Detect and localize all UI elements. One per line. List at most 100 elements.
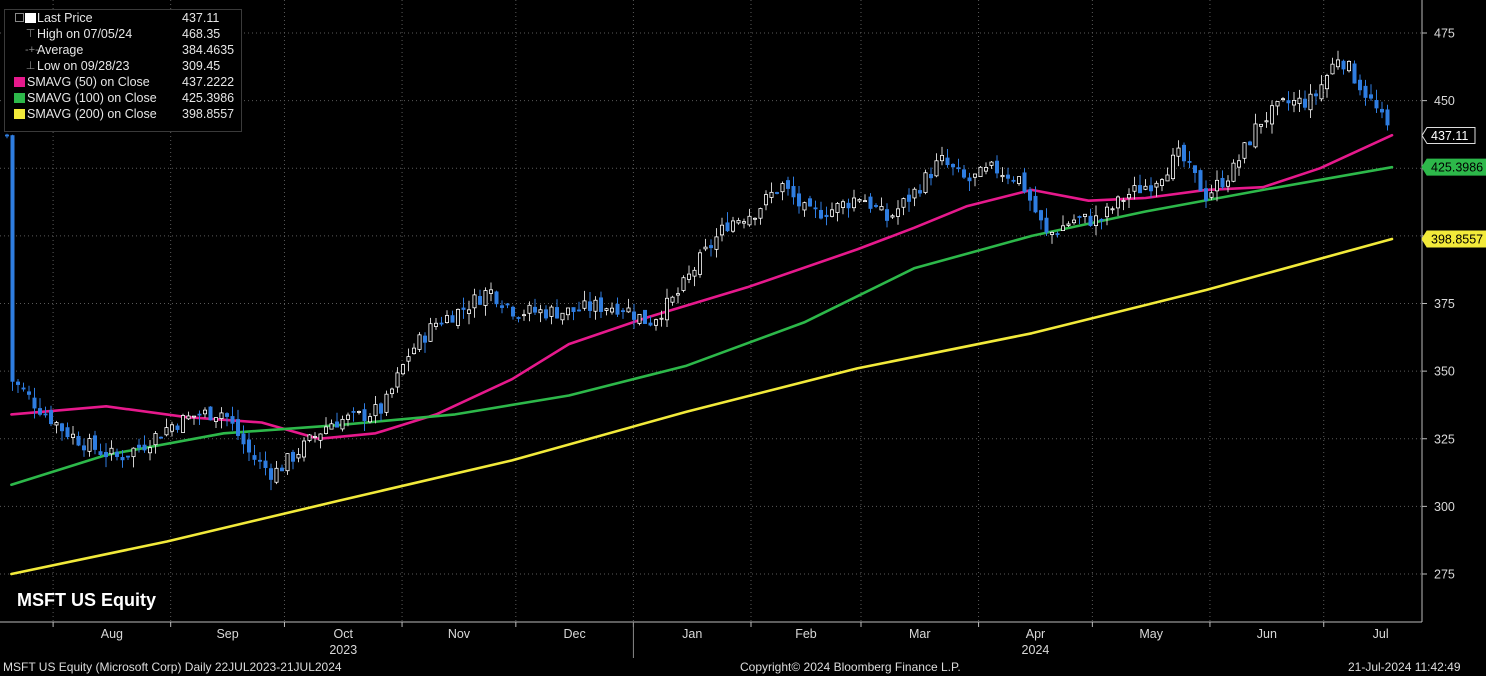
candle-body xyxy=(846,202,851,209)
candle-body xyxy=(549,306,554,317)
candle-body xyxy=(10,135,15,382)
candle-body xyxy=(577,309,582,312)
candle-body xyxy=(676,293,681,296)
candle-body xyxy=(312,436,317,438)
candle-body xyxy=(709,245,714,249)
candle-body xyxy=(1121,200,1126,202)
candle-body xyxy=(384,393,389,413)
candle-body xyxy=(802,202,807,211)
legend-value: 398.8557 xyxy=(182,107,235,121)
candle-body xyxy=(648,322,653,326)
candle-body xyxy=(1347,60,1352,72)
candle-body xyxy=(907,194,912,202)
candle-body xyxy=(268,468,273,480)
candle-body xyxy=(417,334,422,350)
collapse-box-icon[interactable] xyxy=(15,13,24,22)
candle-body xyxy=(400,364,405,375)
candle-body xyxy=(593,299,598,312)
candle-body xyxy=(241,433,246,445)
candle-body xyxy=(813,207,818,210)
candle-body xyxy=(1028,189,1033,201)
candle-body xyxy=(1231,162,1236,182)
candle-body xyxy=(753,217,758,220)
y-tick-label: 275 xyxy=(1434,568,1455,582)
y-tick-label: 375 xyxy=(1434,297,1455,311)
candle-body xyxy=(224,413,229,417)
candle-body xyxy=(555,307,560,319)
candle-body xyxy=(610,307,615,313)
candle-body xyxy=(896,208,901,217)
candle-body xyxy=(208,406,213,421)
candle-body xyxy=(1303,98,1308,108)
candle-body xyxy=(912,188,917,199)
candle-body xyxy=(120,457,125,461)
candle-body xyxy=(1341,60,1346,70)
candle-body xyxy=(538,309,543,314)
candle-body xyxy=(1127,193,1132,199)
high-marker-icon: ⊤ xyxy=(25,28,36,40)
chart-legend: Last Price 437.11 ⊤ High on 07/05/24 468… xyxy=(4,9,242,132)
candle-body xyxy=(65,427,70,438)
candle-body xyxy=(505,303,510,306)
candle-body xyxy=(307,434,312,441)
candle-body xyxy=(131,447,136,458)
candle-body xyxy=(857,199,862,202)
candle-body xyxy=(1259,123,1264,127)
candle-body xyxy=(71,433,76,438)
candle-body xyxy=(1242,142,1247,159)
candle-body xyxy=(274,467,279,483)
candle-body xyxy=(654,319,659,326)
candle-body xyxy=(483,290,488,306)
candle-body xyxy=(82,445,87,451)
legend-row-last-price: Last Price 437.11 xyxy=(5,10,241,26)
candle-body xyxy=(180,415,185,433)
candle-body xyxy=(1319,84,1324,100)
candle-body xyxy=(824,214,829,218)
candle-body xyxy=(164,427,169,436)
sma100-line xyxy=(10,165,1394,486)
candle-body xyxy=(1099,218,1104,221)
legend-value: 468.35 xyxy=(182,27,221,41)
candle-body xyxy=(1171,154,1176,180)
candle-body xyxy=(1138,185,1143,194)
candle-body xyxy=(433,322,438,327)
sma100-tag: 425.3986 xyxy=(1421,158,1486,176)
candle-body xyxy=(38,408,43,415)
candle-body xyxy=(43,413,48,416)
legend-value: 384.4635 xyxy=(182,43,235,57)
candle-body xyxy=(643,309,648,324)
candle-body xyxy=(1314,93,1319,97)
candle-body xyxy=(797,193,802,207)
candle-body xyxy=(1165,174,1170,182)
candle-body xyxy=(698,252,703,275)
candle-body xyxy=(323,426,328,434)
candle-body xyxy=(1000,174,1005,178)
candle-body xyxy=(98,451,103,455)
candle-body xyxy=(301,440,306,458)
price-tag-label: 398.8557 xyxy=(1431,232,1483,246)
x-tick-label: Feb xyxy=(795,627,817,641)
legend-label: Low on 09/28/23 xyxy=(37,59,130,73)
price-tag-box xyxy=(1421,158,1486,176)
candle-body xyxy=(428,323,433,342)
candle-body xyxy=(819,209,824,219)
candle-body xyxy=(318,433,323,441)
candle-body xyxy=(1215,179,1220,192)
candle-body xyxy=(147,447,152,454)
candle-body xyxy=(626,307,631,313)
time-axis: Aug Sep Oct Nov Dec Jan Feb Mar Apr May Jun Jul 2023… xyxy=(0,621,1422,658)
y-tick-label: 350 xyxy=(1434,365,1455,379)
y-tick-label: 300 xyxy=(1434,500,1455,514)
candle-body xyxy=(852,197,857,209)
y-tick-label: 475 xyxy=(1434,27,1455,41)
candle-body xyxy=(736,220,741,224)
candle-body xyxy=(142,444,147,451)
candle-body xyxy=(1105,206,1110,218)
candle-body xyxy=(367,416,372,423)
candle-body xyxy=(285,453,290,472)
candle-body xyxy=(791,186,796,198)
candle-body xyxy=(93,435,98,450)
candle-body xyxy=(841,201,846,208)
candle-body xyxy=(995,160,1000,174)
candle-body xyxy=(830,209,835,217)
